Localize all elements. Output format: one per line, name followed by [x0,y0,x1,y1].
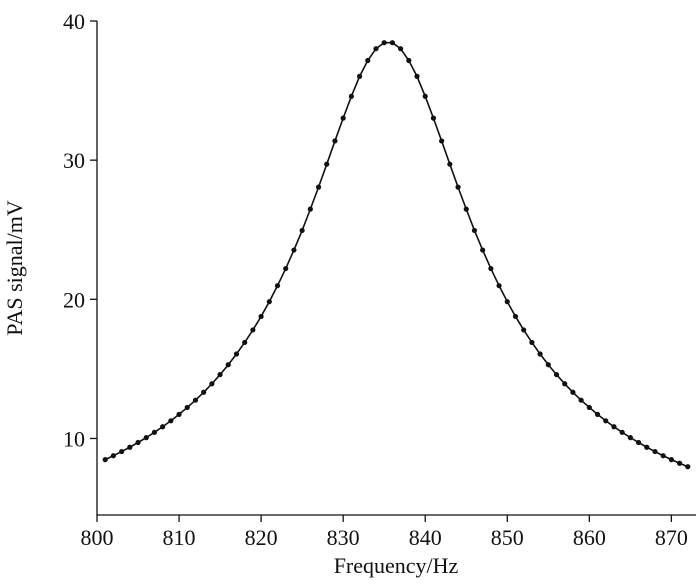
data-point [480,247,486,253]
data-point [168,418,174,424]
data-point [562,381,568,387]
data-point [430,115,437,121]
data-point [512,313,519,320]
data-point [414,73,420,79]
x-tick-label: 870 [655,525,688,550]
data-point [307,206,313,212]
x-tick-label: 860 [573,525,606,550]
y-tick-label: 30 [63,148,85,173]
data-point [611,424,617,430]
data-point [635,439,642,446]
data-point [578,397,584,403]
data-point [266,299,272,305]
data-point [151,429,158,435]
x-tick-label: 800 [81,525,114,550]
data-point [594,411,601,417]
data-point [184,404,190,411]
data-point [537,351,543,357]
data-point [652,448,658,455]
data-point [676,460,683,466]
data-point [496,283,502,289]
data-point [356,73,363,79]
data-point [644,444,650,450]
data-point [463,206,469,212]
data-point [324,161,330,167]
x-tick-label: 830 [327,525,360,550]
data-point [447,161,453,167]
data-point [201,389,207,395]
data-point [242,339,248,346]
data-point [570,389,576,395]
y-tick-label: 10 [63,426,85,451]
data-point [627,435,633,441]
data-point [258,313,264,320]
data-point [553,371,560,378]
data-point [127,444,133,450]
x-tick-label: 840 [409,525,442,550]
data-point [660,453,666,459]
data-point [521,327,527,333]
data-point [143,435,149,441]
y-axis-title: PAS signal/mV [2,200,27,336]
x-tick-label: 820 [245,525,278,550]
data-point [398,46,404,52]
data-point [340,115,346,121]
data-point [455,184,461,190]
data-point [291,247,297,253]
data-point [299,227,305,234]
data-point [586,404,592,411]
data-point [685,464,691,470]
data-point [217,371,223,378]
x-axis-title: Frequency/Hz [334,553,459,578]
x-tick-label: 850 [491,525,524,550]
data-point [233,351,240,357]
data-point [365,57,371,64]
data-point [160,424,166,430]
data-point [250,327,256,333]
data-point [110,453,117,459]
data-point [471,227,478,234]
data-point [176,411,182,417]
data-point [192,397,199,403]
data-point [283,265,289,272]
data-point [225,362,231,368]
data-point [315,184,322,190]
data-point [603,418,609,424]
data-point [529,339,535,346]
data-point [274,283,281,289]
data-point [439,138,445,144]
series-line [104,41,689,468]
data-point [332,138,338,144]
y-tick-label: 20 [63,287,85,312]
data-point [348,93,354,99]
data-point [545,362,551,368]
data-point [119,448,125,455]
data-point [373,46,379,52]
data-point [668,457,674,463]
data-point [135,439,141,446]
data-point [488,265,494,272]
data-point [102,457,108,463]
data-point [504,299,510,305]
data-point [619,429,625,435]
data-point [406,57,412,64]
data-point [389,40,395,46]
data-point [209,381,215,387]
y-tick-label: 40 [63,9,85,34]
data-point [381,40,387,46]
data-point [422,93,428,99]
x-tick-label: 810 [163,525,196,550]
